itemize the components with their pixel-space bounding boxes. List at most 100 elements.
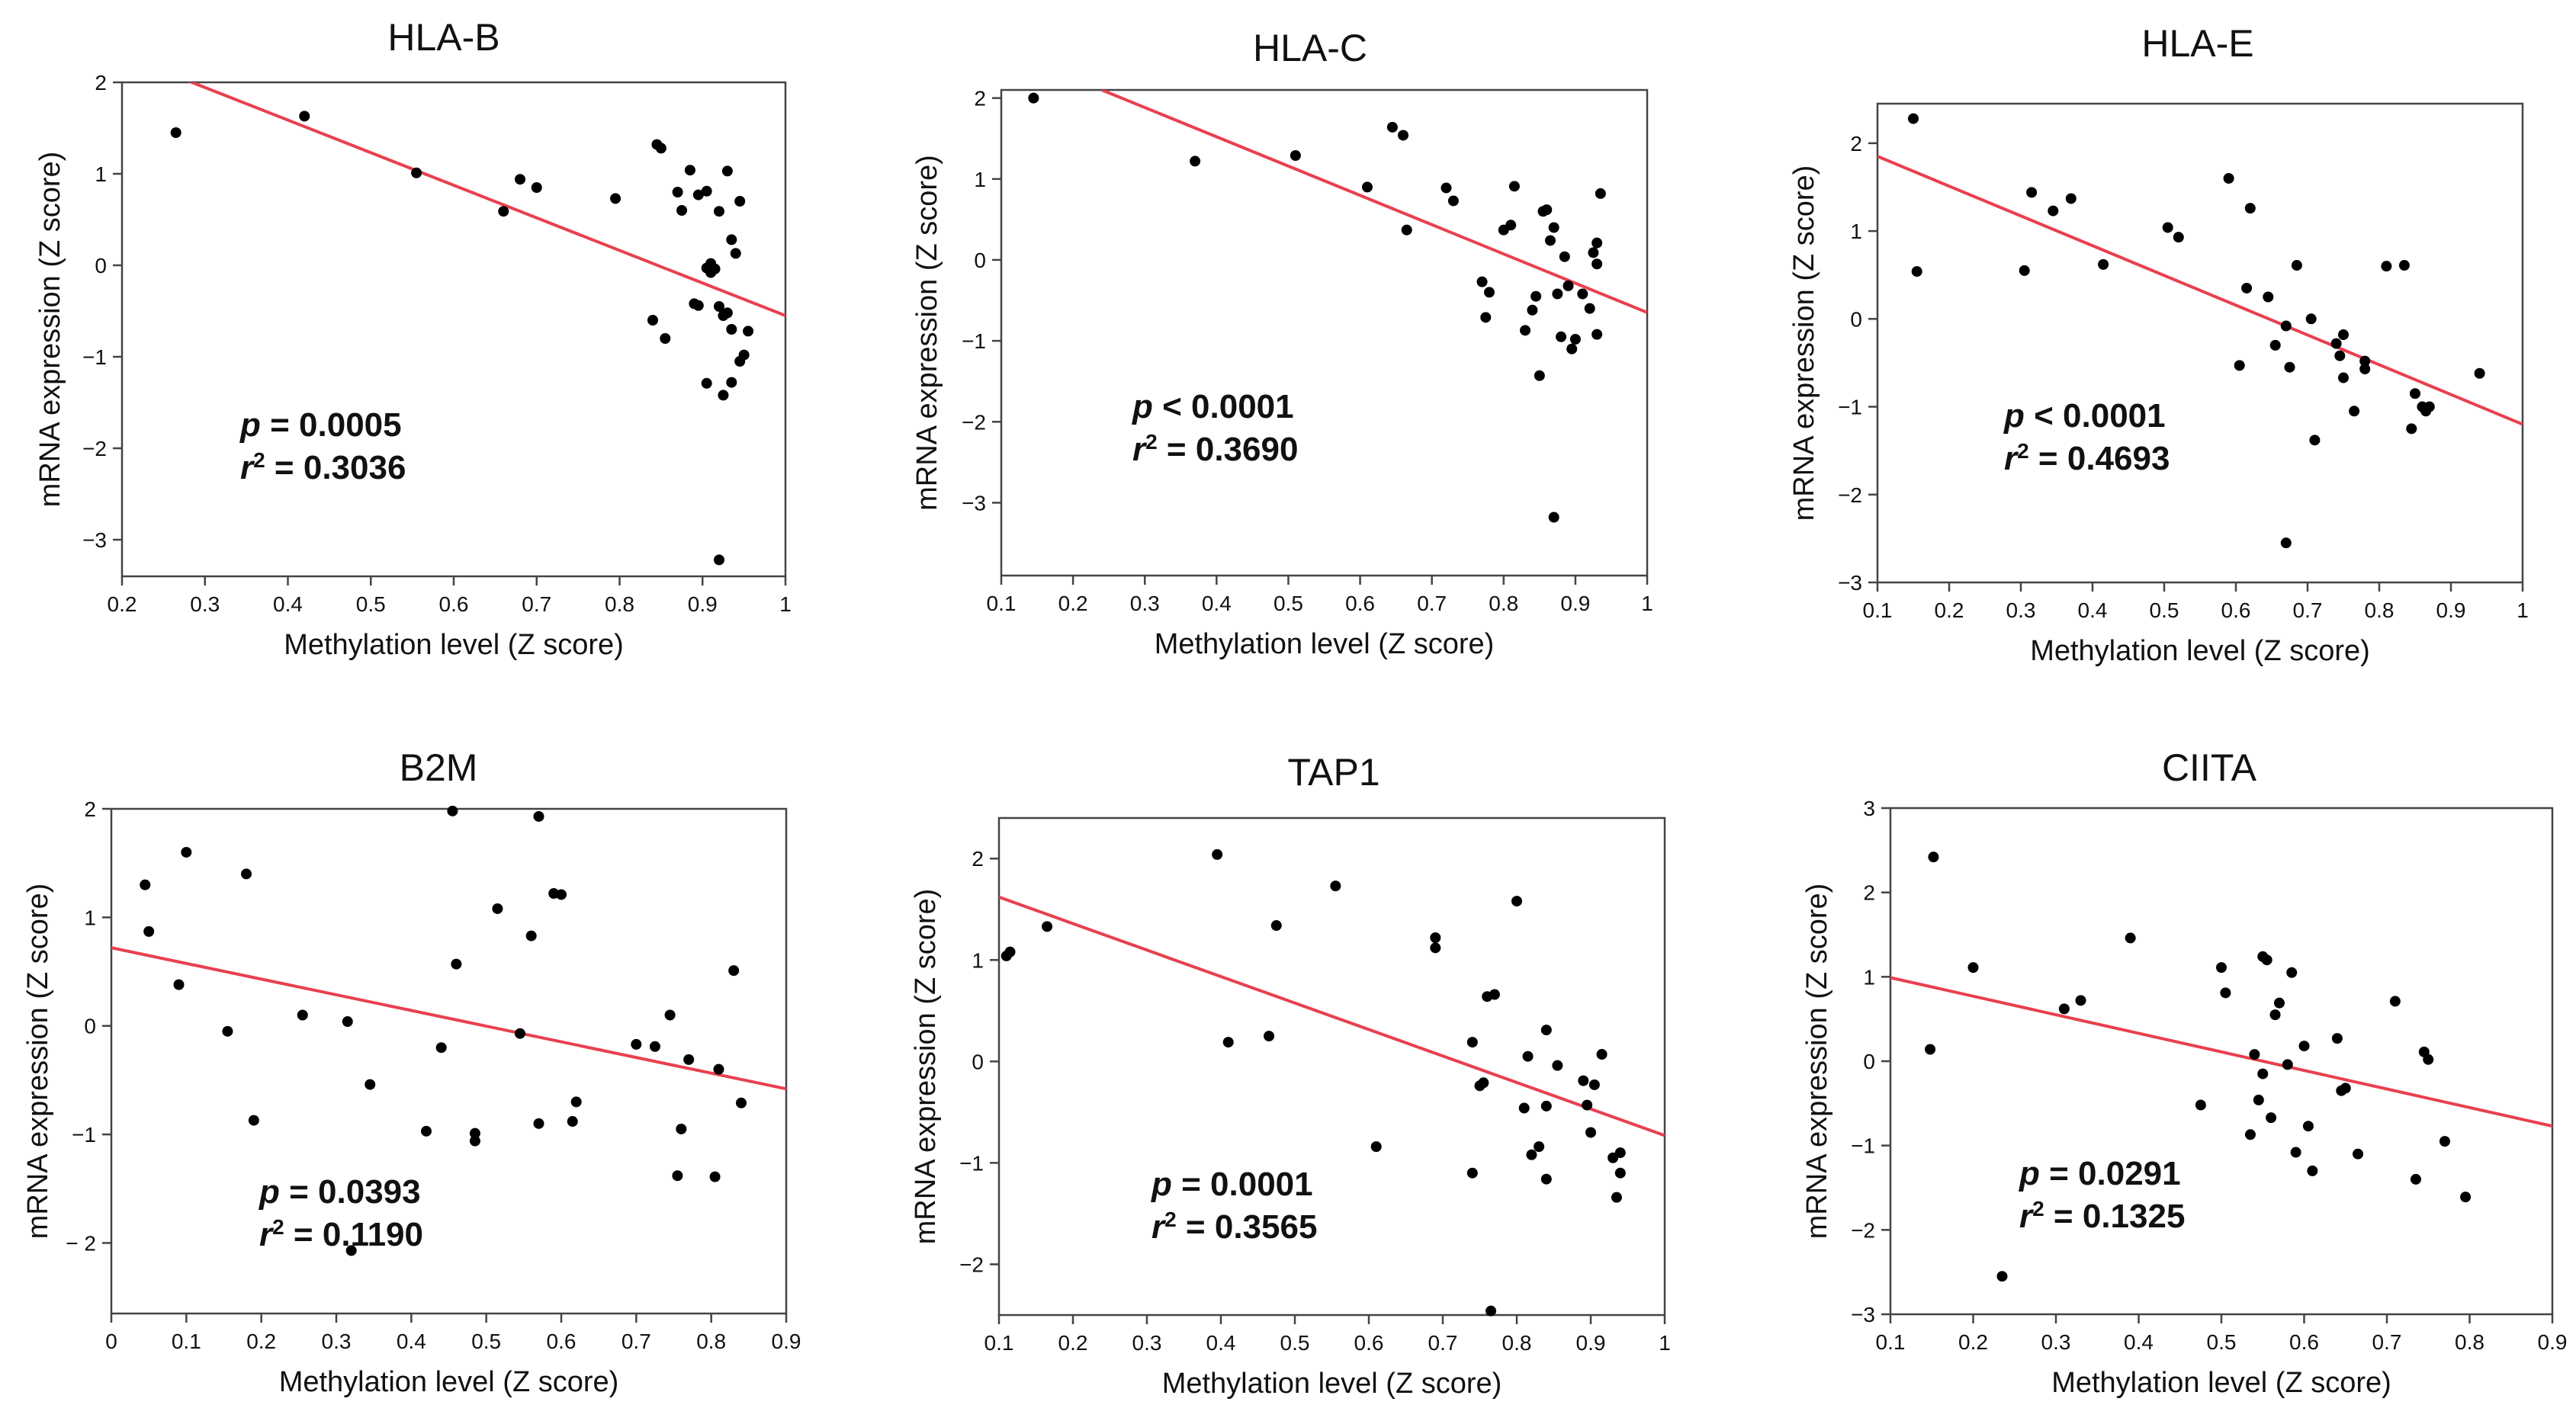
x-tick-label: 0.8: [2365, 598, 2395, 622]
x-tick-label: 0.2: [1058, 592, 1088, 615]
data-point: [1531, 290, 1542, 302]
data-point: [1430, 932, 1441, 944]
data-point: [2284, 361, 2295, 373]
data-point: [647, 315, 658, 326]
p-value-label: p < 0.0001: [2003, 397, 2166, 435]
y-tick-label: −3: [962, 491, 986, 515]
data-point: [342, 1016, 353, 1028]
data-point: [610, 193, 622, 204]
y-tick-label: −1: [1838, 396, 1862, 419]
x-tick-label: 0.7: [522, 592, 551, 616]
x-tick-label: 0.8: [1502, 1331, 1532, 1355]
data-point: [2244, 1129, 2256, 1140]
data-point: [2406, 423, 2417, 435]
x-tick-label: 1: [1659, 1331, 1671, 1355]
x-tick-label: 0.5: [471, 1330, 501, 1353]
data-point: [1996, 1271, 2008, 1282]
data-point: [1264, 1031, 1275, 1042]
data-point: [515, 174, 525, 185]
regression-line: [999, 895, 1665, 1137]
data-point: [1505, 220, 1517, 231]
panel-tap1: TAP1 0.1 0.2 0.3 0.4 0.5 0.6 0.7 0.8 0.9 1 2 1 0 −1 −2 M…: [910, 751, 1671, 1400]
data-point: [692, 300, 704, 311]
data-point: [721, 165, 733, 177]
panel-ciita: CIITA 0.1 0.2 0.3 0.4 0.5 0.6 0.7 0.8 0.9 3 2 1 0 −1 −2…: [1801, 746, 2567, 1399]
x-tick-label: 0.7: [1417, 592, 1447, 615]
data-point: [1042, 921, 1053, 932]
p-value-label: p = 0.0393: [259, 1173, 421, 1211]
x-tick-label: 0.6: [439, 592, 469, 616]
y-axis-label: mRNA expression (Z score): [1788, 165, 1820, 521]
data-point: [2331, 1033, 2343, 1044]
y-tick-label: 1: [95, 162, 107, 186]
data-point: [365, 1079, 376, 1090]
y-tick-label: −1: [962, 329, 986, 353]
data-point: [728, 965, 740, 977]
data-point: [1540, 1025, 1552, 1036]
data-point: [1563, 280, 1574, 291]
x-axis-label: Methylation level (Z score): [284, 629, 624, 661]
data-point: [2234, 360, 2245, 371]
data-point: [730, 248, 741, 259]
x-tick-label: 0.4: [273, 592, 303, 616]
data-point: [1540, 1173, 1552, 1185]
x-axis-label: Methylation level (Z score): [2051, 1367, 2391, 1399]
data-point: [2349, 406, 2360, 417]
p-value-label: p = 0.0001: [1151, 1166, 1313, 1203]
x-tick-label: 0.5: [1274, 592, 1303, 615]
data-point: [1592, 258, 1603, 270]
data-point: [1592, 329, 1603, 340]
data-point: [1212, 848, 1223, 860]
data-point: [297, 1009, 308, 1021]
data-point: [714, 301, 724, 312]
y-tick-label: 1: [84, 906, 96, 929]
data-point: [1548, 512, 1559, 523]
data-point: [1330, 881, 1341, 892]
data-point: [1588, 247, 1599, 258]
data-point: [726, 324, 737, 335]
data-point: [1441, 182, 1452, 194]
data-point: [2330, 338, 2342, 349]
y-tick-label: − 2: [66, 1231, 96, 1255]
p-value-label: p < 0.0001: [1132, 388, 1294, 425]
y-tick-label: −1: [1851, 1134, 1875, 1158]
x-tick-label: 0.7: [622, 1330, 651, 1353]
data-point: [660, 333, 671, 344]
x-tick-label: 0.4: [2124, 1330, 2154, 1354]
data-point: [2261, 954, 2272, 966]
data-point: [1595, 188, 1606, 199]
data-point: [726, 234, 737, 245]
x-tick-label: 0.5: [2207, 1330, 2237, 1354]
data-point: [631, 1038, 642, 1050]
data-point: [1552, 1060, 1563, 1071]
data-point: [2220, 987, 2231, 999]
data-point: [743, 326, 754, 337]
x-tick-label: 0.6: [1354, 1331, 1384, 1355]
r-squared-label: r2 = 0.4693: [2004, 439, 2170, 478]
data-point: [2439, 1136, 2450, 1147]
x-tick-label: 0.2: [246, 1330, 276, 1353]
chart-title: CIITA: [2162, 746, 2257, 789]
data-point: [1526, 1149, 1537, 1160]
y-tick-label: 1: [974, 168, 986, 191]
data-point: [734, 196, 746, 207]
data-point: [2398, 260, 2410, 271]
p-value-label: p = 0.0291: [2019, 1155, 2181, 1192]
x-tick-label: 0.1: [1863, 598, 1893, 622]
data-point: [469, 1127, 480, 1139]
data-point: [140, 879, 151, 890]
data-point: [1911, 266, 1922, 277]
y-tick-label: 1: [1850, 220, 1862, 243]
data-point: [451, 958, 462, 970]
data-point: [2241, 282, 2253, 294]
r-squared-label: r2 = 0.3036: [240, 448, 406, 487]
data-point: [1028, 92, 1039, 104]
x-tick-label: 0.7: [1428, 1331, 1458, 1355]
x-axis-label: Methylation level (Z score): [1162, 1368, 1502, 1400]
data-point: [411, 167, 422, 178]
r-squared-label: r2 = 0.3690: [1132, 430, 1298, 469]
y-axis-label: mRNA expression (Z score): [1801, 884, 1833, 1240]
data-point: [701, 185, 712, 197]
data-point: [1518, 1102, 1530, 1114]
x-tick-label: 0.1: [172, 1330, 201, 1353]
